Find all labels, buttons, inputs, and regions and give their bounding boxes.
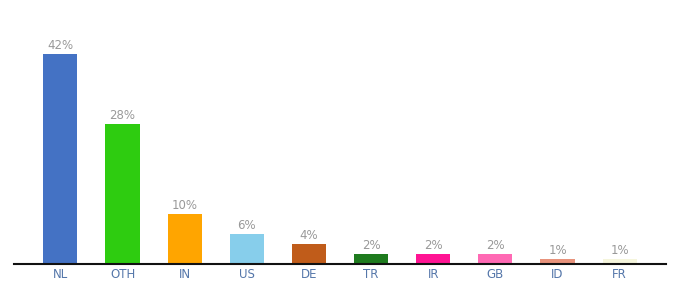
Text: 4%: 4% <box>300 229 318 242</box>
Bar <box>602 259 636 264</box>
Text: 28%: 28% <box>109 109 135 122</box>
Bar <box>167 214 202 264</box>
Bar <box>478 254 513 264</box>
Bar <box>230 234 264 264</box>
Text: 1%: 1% <box>611 244 629 257</box>
Text: 6%: 6% <box>237 219 256 232</box>
Text: 10%: 10% <box>171 199 198 212</box>
Text: 2%: 2% <box>486 239 505 252</box>
Text: 2%: 2% <box>424 239 443 252</box>
Bar <box>416 254 450 264</box>
Bar <box>44 54 78 264</box>
Bar <box>354 254 388 264</box>
Bar <box>105 124 139 264</box>
Text: 2%: 2% <box>362 239 380 252</box>
Text: 42%: 42% <box>48 39 73 52</box>
Bar <box>541 259 575 264</box>
Bar <box>292 244 326 264</box>
Text: 1%: 1% <box>548 244 567 257</box>
